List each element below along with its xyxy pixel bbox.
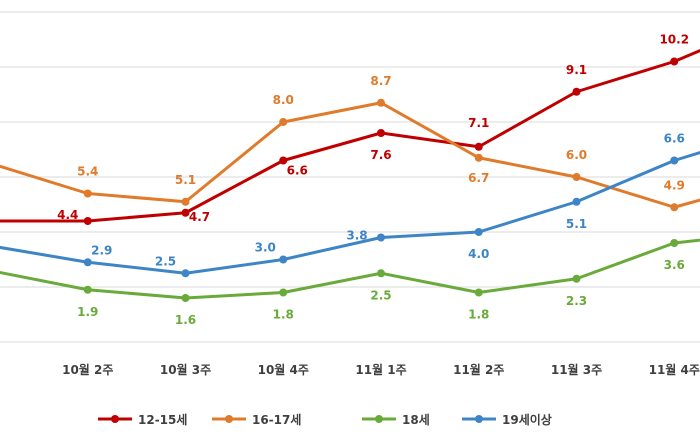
- series-3-data-label: 3.6: [664, 258, 685, 272]
- series-1-data-label: 6.6: [287, 164, 308, 178]
- series-3-point: [474, 288, 483, 297]
- series-3-data-label: 2.5: [370, 288, 391, 302]
- series-1-data-label: 4.4: [57, 208, 78, 222]
- series-3-point: [83, 285, 92, 294]
- series-3-point: [572, 274, 581, 283]
- series-2-point: [377, 98, 385, 107]
- x-tick-label: 10월 2주: [62, 362, 113, 377]
- series-3-data-label: 1.8: [273, 308, 294, 322]
- legend-item-series-4: 19세이상: [462, 412, 552, 427]
- series-3-point: [670, 239, 679, 247]
- series-1-point: [670, 57, 679, 66]
- legend-label: 18세: [402, 412, 430, 427]
- series-4-point: [572, 197, 581, 206]
- series-4-data-label: 2.9: [91, 243, 112, 257]
- data-labels: 4.4 4.7 6.6 7.6 7.1 9.1 10.2 5.4 5.1 8.0 8.7 6.7 6.0…: [57, 33, 689, 328]
- series-2-data-label: 5.1: [175, 173, 196, 187]
- legend-marker: [375, 415, 383, 423]
- series-3-data-label: 1.9: [77, 305, 98, 319]
- series-4-data-label: 3.0: [255, 241, 276, 255]
- series-1-data-label: 7.6: [370, 148, 391, 162]
- series-1-point: [377, 129, 385, 137]
- series-2-data-label: 8.0: [273, 93, 294, 107]
- series-4-data-label: 3.8: [346, 229, 367, 243]
- legend-label: 12-15세: [138, 412, 187, 427]
- series-1-point: [572, 87, 581, 96]
- legend-item-series-1: 12-15세: [98, 412, 187, 427]
- series-4-point: [181, 269, 190, 278]
- legend-marker: [225, 415, 233, 423]
- series-2-point: [181, 197, 190, 206]
- x-tick-label: 11월 4주: [649, 362, 700, 377]
- series-2-data-label: 8.7: [370, 74, 391, 88]
- series-2-data-label: 4.9: [664, 178, 685, 192]
- series-3-point: [181, 294, 190, 302]
- legend-label: 16-17세: [252, 412, 301, 427]
- series-3-point: [279, 288, 288, 297]
- legend-item-series-2: 16-17세: [212, 412, 301, 427]
- series-2-point: [279, 118, 288, 126]
- legend-item-series-3: 18세: [362, 412, 430, 427]
- series-4-data-label: 6.6: [664, 132, 685, 146]
- series-2-line: [0, 101, 700, 209]
- series-2-data-label: 6.7: [468, 171, 489, 185]
- series-4-point: [474, 228, 483, 236]
- series-2-point: [83, 189, 92, 198]
- x-axis: 10월 2주 10월 3주 10월 4주 11월 1주 11월 2주 11월 3주 11월 …: [62, 362, 700, 377]
- legend: 12-15세 16-17세 18세 19세이상: [98, 412, 552, 427]
- series-4-point: [377, 233, 385, 242]
- series-3-data-label: 1.8: [468, 308, 489, 322]
- series-2-data-label: 6.0: [566, 148, 587, 162]
- legend-label: 19세이상: [502, 412, 552, 427]
- series-2-data-label: 5.4: [77, 165, 98, 179]
- series-4-point: [279, 255, 288, 264]
- series-3-data-label: 1.6: [175, 313, 196, 327]
- x-tick-label: 10월 4주: [258, 362, 309, 377]
- series-2-point: [474, 153, 483, 162]
- series-2-point: [670, 203, 679, 212]
- series-4-data-label: 4.0: [468, 247, 489, 261]
- series-1-data-label: 7.1: [468, 116, 489, 130]
- legend-marker: [111, 415, 119, 423]
- series-1-point: [181, 208, 190, 217]
- x-tick-label: 10월 3주: [160, 362, 211, 377]
- series-3-data-label: 2.3: [566, 294, 587, 308]
- legend-marker: [475, 415, 483, 423]
- series-1-data-label: 10.2: [659, 33, 689, 47]
- series-lines: [0, 49, 700, 302]
- series-1-point: [474, 142, 483, 151]
- series-3-point: [377, 269, 385, 278]
- series-4-data-label: 5.1: [566, 217, 587, 231]
- series-1-point: [279, 156, 288, 165]
- series-4-point: [83, 258, 92, 267]
- series-1-data-label: 9.1: [566, 63, 587, 77]
- series-1-data-label: 4.7: [189, 210, 210, 224]
- series-2-point: [572, 173, 581, 181]
- x-tick-label: 11월 3주: [551, 362, 602, 377]
- series-1-point: [83, 217, 92, 225]
- grid: [0, 11, 700, 343]
- x-tick-label: 11월 2주: [453, 362, 504, 377]
- series-4-point: [670, 156, 679, 165]
- series-1-line: [0, 49, 700, 223]
- series-4-data-label: 2.5: [155, 254, 176, 268]
- x-tick-label: 11월 1주: [355, 362, 406, 377]
